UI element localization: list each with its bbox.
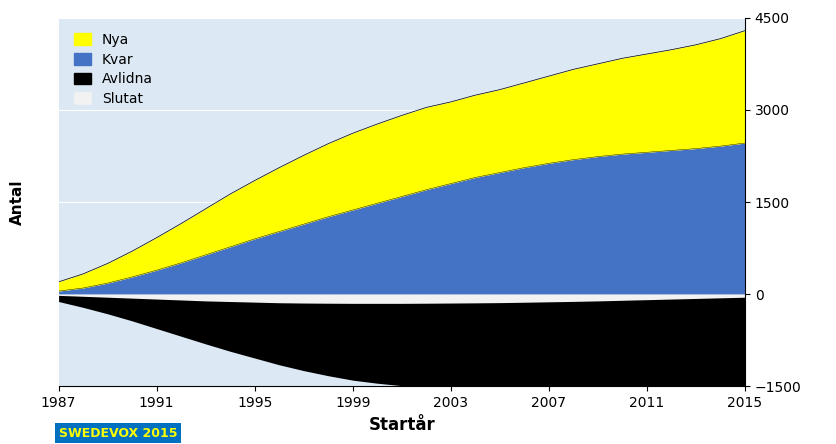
Text: SWEDEVOX 2015: SWEDEVOX 2015 [59, 427, 177, 440]
Text: Antal: Antal [10, 179, 25, 225]
Legend: Nya, Kvar, Avlidna, Slutat: Nya, Kvar, Avlidna, Slutat [65, 25, 161, 114]
X-axis label: Startår: Startår [368, 416, 435, 433]
